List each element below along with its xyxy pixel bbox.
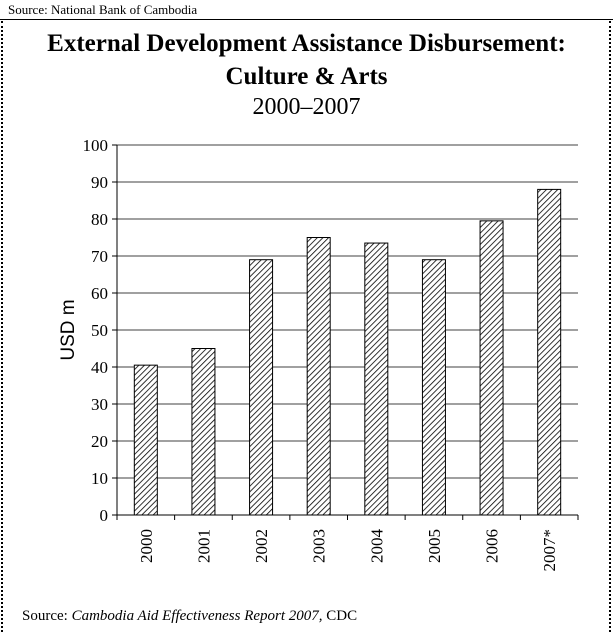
y-tick-label: 100 xyxy=(83,136,109,155)
top-source-note: Source: National Bank of Cambodia xyxy=(0,0,613,20)
x-tick-label: 2004 xyxy=(367,529,386,564)
bar xyxy=(479,220,504,516)
y-tick-label: 80 xyxy=(91,210,108,229)
x-tick-label: 2005 xyxy=(425,529,444,563)
axes: 0 10 20 30 40 50 60 70 80 90 100 2000 2001 2002 2003 20… xyxy=(58,136,579,572)
gridlines xyxy=(117,144,578,479)
bar xyxy=(306,237,331,516)
chart-subtitle: 2000–2007 xyxy=(252,94,361,120)
y-axis-label: USD m xyxy=(58,299,79,360)
bar xyxy=(537,188,562,516)
source-prefix: Source: xyxy=(22,608,72,624)
x-tick-label: 2003 xyxy=(310,529,329,563)
y-tick-label: 20 xyxy=(91,432,108,451)
x-tick-label: 2006 xyxy=(483,529,502,563)
bottom-source-note: Source: Cambodia Aid Effectiveness Repor… xyxy=(22,608,357,625)
y-tick-label: 0 xyxy=(100,506,109,525)
x-tick-label: 2001 xyxy=(194,529,213,563)
source-report-title: Cambodia Aid Effectiveness Report 2007, xyxy=(71,608,323,624)
x-tick-label: 2007* xyxy=(540,529,559,572)
x-tick-label: 2000 xyxy=(137,529,156,563)
y-tick-label: 90 xyxy=(91,173,108,192)
source-suffix: CDC xyxy=(322,608,358,624)
bar xyxy=(191,348,216,516)
bar xyxy=(421,259,446,516)
bar xyxy=(249,259,274,516)
bars xyxy=(133,188,562,516)
y-tick-label: 60 xyxy=(91,284,108,303)
y-tick-label: 70 xyxy=(91,247,108,266)
chart-title-line2: Culture & Arts xyxy=(225,63,388,90)
y-tick-label: 50 xyxy=(91,321,108,340)
chart-frame xyxy=(1,21,611,632)
y-tick-label: 10 xyxy=(91,469,108,488)
bar xyxy=(133,364,158,516)
top-source-text: Source: National Bank of Cambodia xyxy=(8,2,198,17)
top-divider xyxy=(0,19,613,20)
y-tick-label: 40 xyxy=(91,358,108,377)
y-tick-label: 30 xyxy=(91,395,108,414)
chart-title-line1: External Development Assistance Disburse… xyxy=(47,30,566,57)
bar xyxy=(364,242,389,516)
x-tick-label: 2002 xyxy=(252,529,271,563)
